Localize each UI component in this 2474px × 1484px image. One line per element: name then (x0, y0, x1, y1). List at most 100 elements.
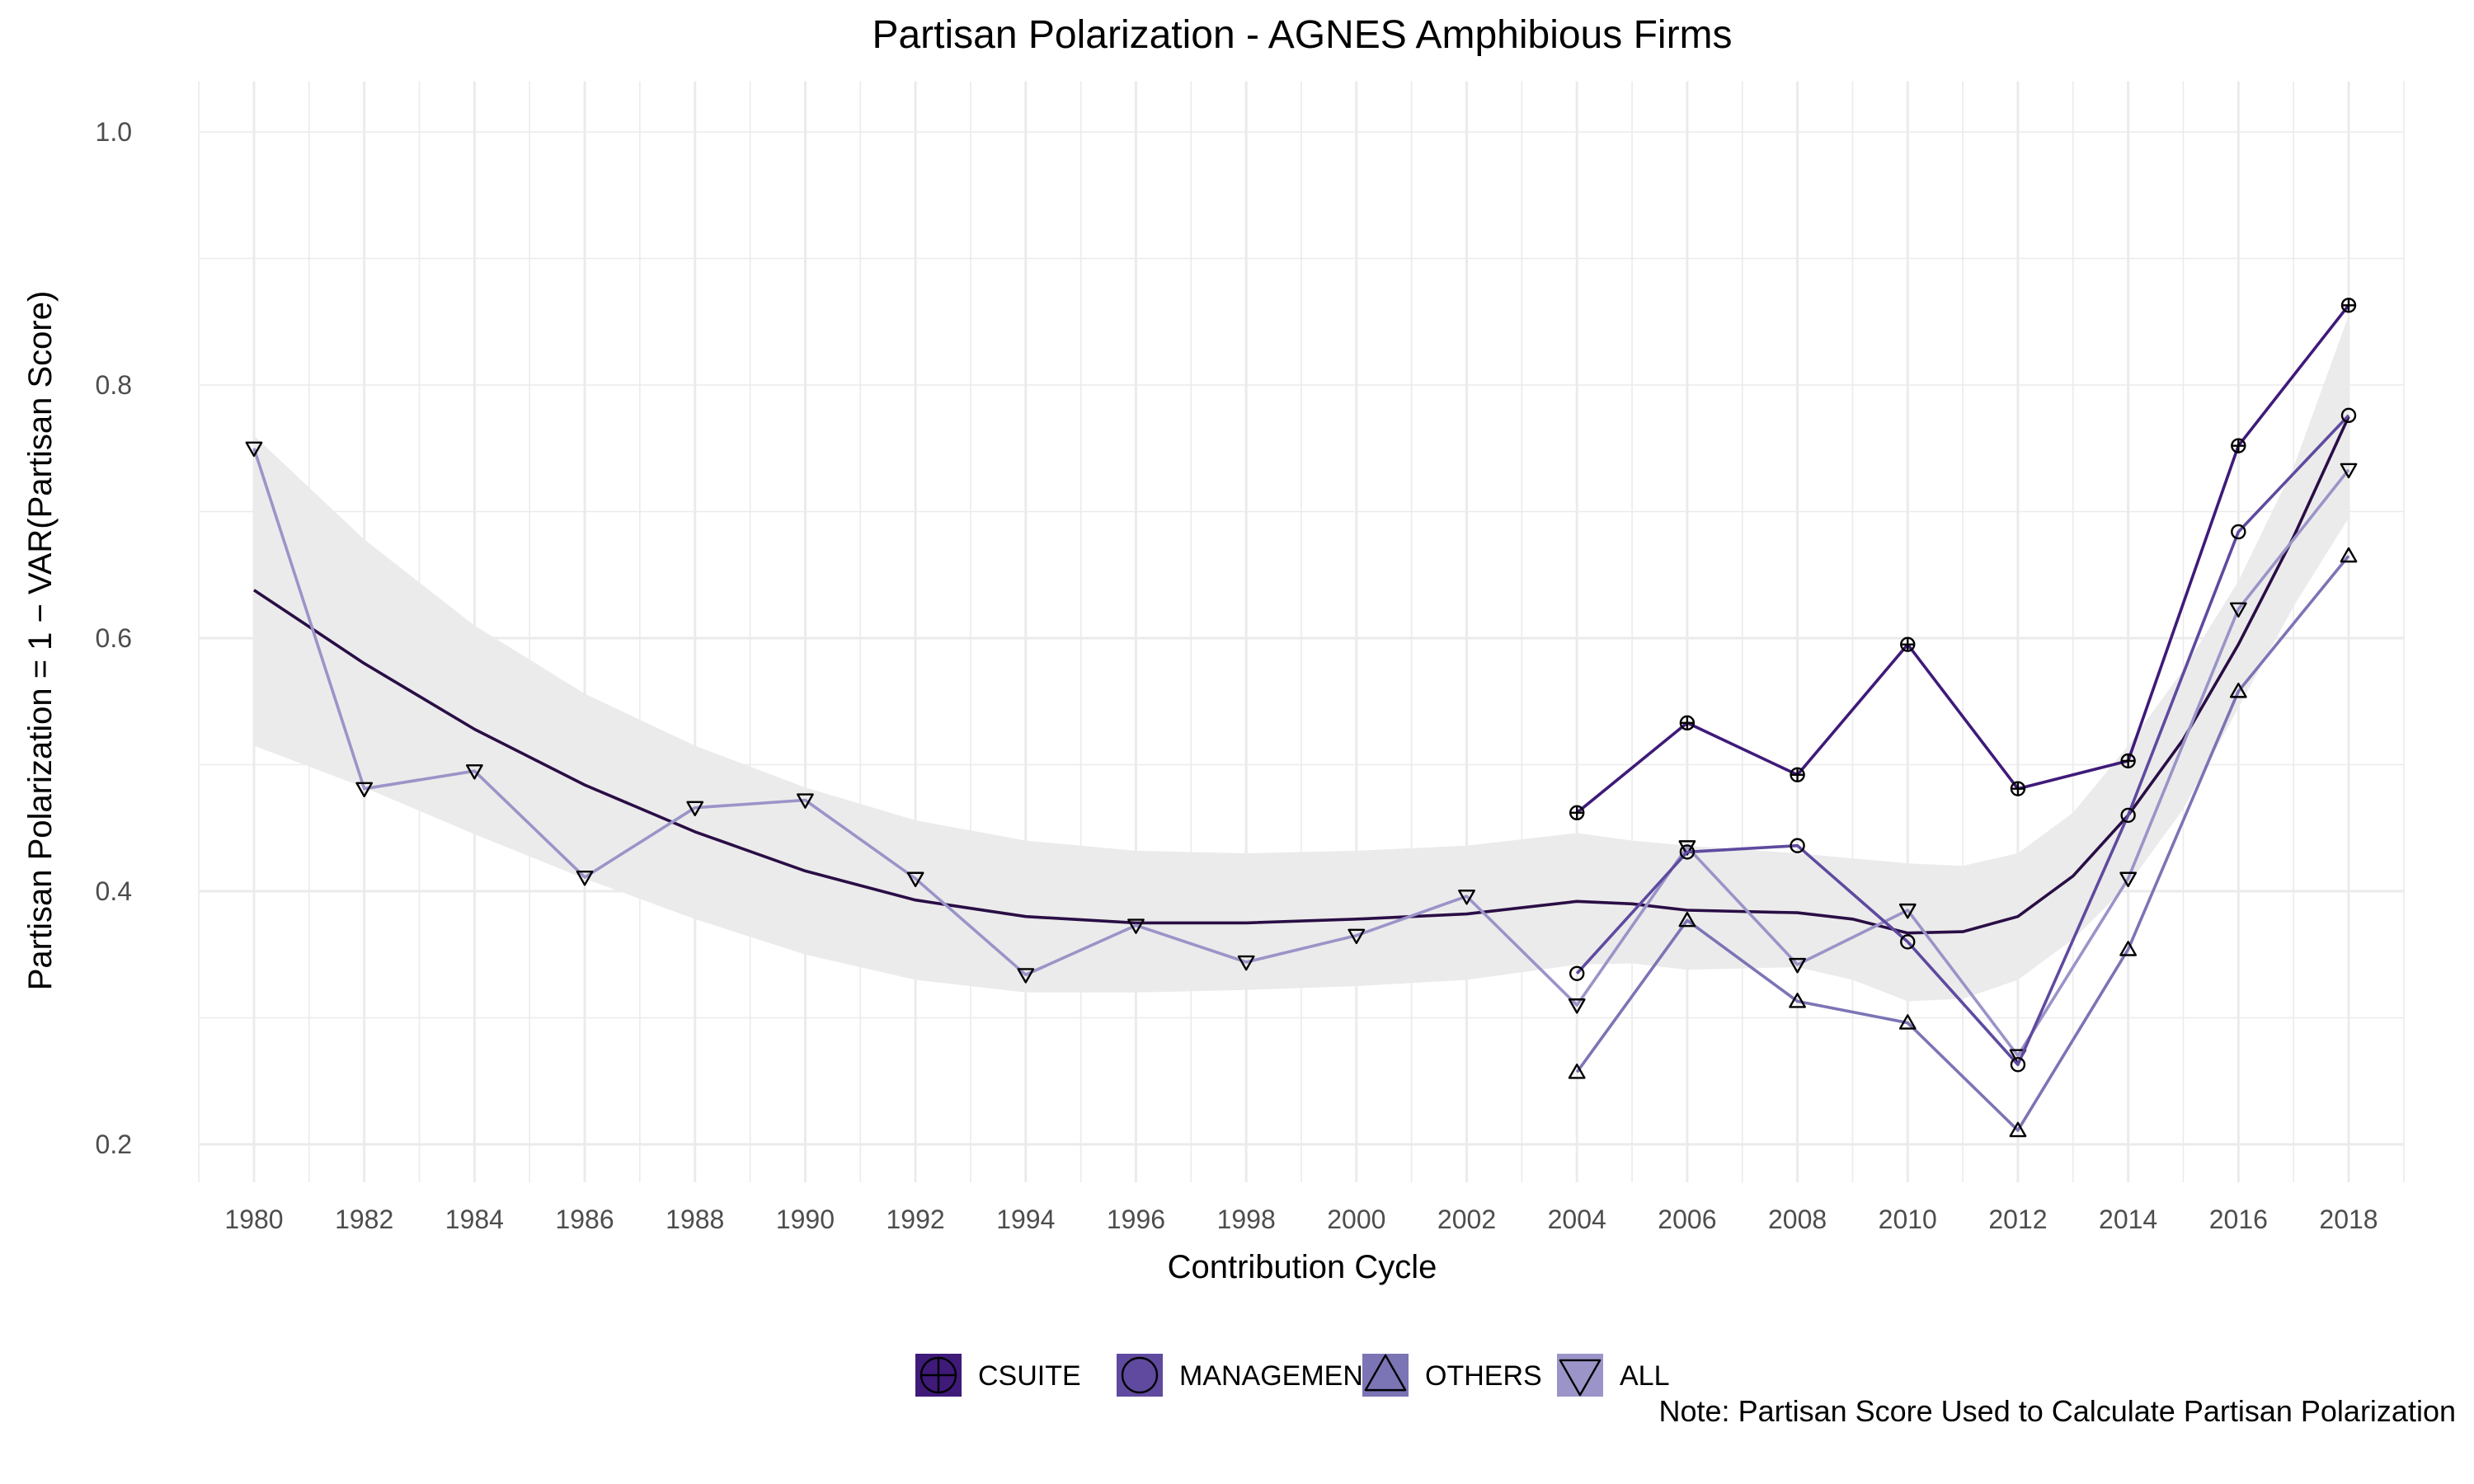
data-point-csuite (2231, 438, 2246, 453)
marker-shape (1898, 903, 1917, 919)
marker-shape (1458, 890, 1475, 905)
marker-shape (2340, 407, 2357, 424)
marker-shape (1900, 934, 1916, 950)
data-point-all (1348, 928, 1366, 945)
x-tick-label: 2016 (2209, 1205, 2268, 1234)
marker-shape (465, 764, 483, 780)
data-point-all (1127, 918, 1145, 934)
data-point-all (1017, 968, 1035, 984)
marker-shape (1789, 993, 1806, 1008)
legend-marker-management (1121, 1356, 1159, 1394)
data-point-all (355, 782, 374, 798)
legend-marker-all (1559, 1359, 1602, 1397)
series-line-all (252, 448, 2350, 1058)
legend-key-management (1117, 1354, 1163, 1397)
data-point-others (2009, 1121, 2027, 1138)
legend-label-management: MANAGEMENT (1179, 1360, 1380, 1392)
data-point-csuite (1790, 767, 1805, 782)
data-point-all (1789, 957, 1806, 974)
series-line-others (1575, 555, 2350, 1132)
marker-shape (1789, 957, 1806, 974)
data-point-all (1568, 998, 1586, 1014)
data-point-all (245, 441, 263, 458)
legend-item-csuite: CSUITE (915, 1354, 1081, 1397)
x-tick-label: 2004 (1548, 1205, 1606, 1234)
data-point-others (2229, 683, 2247, 698)
marker-shape (2231, 524, 2246, 540)
x-tick-label: 1984 (445, 1205, 504, 1234)
data-point-management (2340, 407, 2357, 424)
x-tick-label: 1996 (1107, 1205, 1165, 1234)
marker-shape (245, 441, 263, 458)
marker-shape (2119, 871, 2138, 888)
x-tick-label: 2006 (1658, 1205, 1716, 1234)
data-point-others (2340, 547, 2358, 563)
marker-shape (576, 871, 594, 886)
marker-shape (1121, 1356, 1159, 1394)
x-tick-label: 1994 (996, 1205, 1055, 1234)
x-tick-label: 1986 (555, 1205, 614, 1234)
data-point-all (2340, 463, 2358, 479)
marker-shape (1559, 1359, 1602, 1397)
data-point-others (1898, 1014, 1917, 1030)
series-csuite (1569, 298, 2357, 821)
confidence-band (254, 315, 2349, 1002)
marker-shape (1017, 968, 1035, 984)
legend-label-others: OTHERS (1425, 1360, 1542, 1392)
legend: CSUITE MANAGEMENT OTHERS ALL (915, 1354, 1670, 1397)
confidence-band-area (254, 315, 2349, 1002)
legend-item-management: MANAGEMENT (1117, 1354, 1380, 1397)
marker-shape (1568, 1064, 1586, 1079)
data-point-others (1789, 993, 1806, 1008)
x-tick-label: 1992 (887, 1205, 945, 1234)
y-tick-label: 0.6 (96, 623, 132, 653)
x-tick-label: 1998 (1217, 1205, 1276, 1234)
y-tick-label: 0.2 (96, 1129, 132, 1159)
data-point-all (686, 801, 704, 817)
data-point-all (2229, 602, 2247, 618)
marker-shape (686, 801, 704, 817)
marker-shape (2340, 463, 2358, 479)
marker-shape (1790, 838, 1805, 853)
marker-shape (1237, 955, 1255, 971)
y-axis-label: Partisan Polarization = 1 − VAR(Partisan… (22, 291, 59, 991)
legend-label-all: ALL (1620, 1360, 1670, 1392)
data-point-management (1790, 838, 1805, 853)
marker-shape (1678, 911, 1696, 928)
data-point-others (1678, 911, 1696, 928)
marker-shape (1678, 840, 1696, 856)
marker-shape (2009, 1121, 2027, 1138)
data-point-all (1678, 840, 1696, 856)
marker-shape (1348, 928, 1366, 945)
series-all (245, 441, 2358, 1064)
legend-label-csuite: CSUITE (978, 1360, 1081, 1392)
x-tick-label: 2000 (1327, 1205, 1385, 1234)
marker-shape (355, 782, 374, 798)
data-point-all (906, 871, 924, 888)
y-tick-label: 0.8 (96, 370, 132, 400)
marker-shape (2120, 807, 2136, 824)
marker-shape (1569, 965, 1585, 981)
data-point-management (1569, 965, 1585, 981)
data-point-all (797, 793, 814, 809)
data-point-all (1458, 890, 1475, 905)
x-tick-label: 1990 (776, 1205, 835, 1234)
legend-item-others: OTHERS (1362, 1354, 1542, 1397)
data-point-others (2119, 941, 2138, 956)
series-others (1568, 547, 2358, 1138)
data-point-csuite (2340, 298, 2357, 313)
x-axis-ticks: 1980 1982 1984 1986 1988 1990 1992 1994 1996 1998… (224, 1205, 2378, 1234)
y-tick-label: 1.0 (96, 117, 132, 147)
x-tick-label: 1982 (335, 1205, 393, 1234)
data-point-all (1898, 903, 1917, 919)
x-tick-label: 2018 (2319, 1205, 2378, 1234)
marker-shape (2229, 683, 2247, 698)
marker-shape (1679, 844, 1696, 860)
x-axis-label: Contribution Cycle (1168, 1249, 1437, 1285)
chart-title: Partisan Polarization - AGNES Amphibious… (872, 13, 1732, 57)
smooth-trend (253, 416, 2350, 935)
series-line-management (1575, 414, 2350, 1067)
data-point-all (1237, 955, 1255, 971)
marker-shape (1364, 1354, 1407, 1392)
data-point-all (576, 871, 594, 886)
